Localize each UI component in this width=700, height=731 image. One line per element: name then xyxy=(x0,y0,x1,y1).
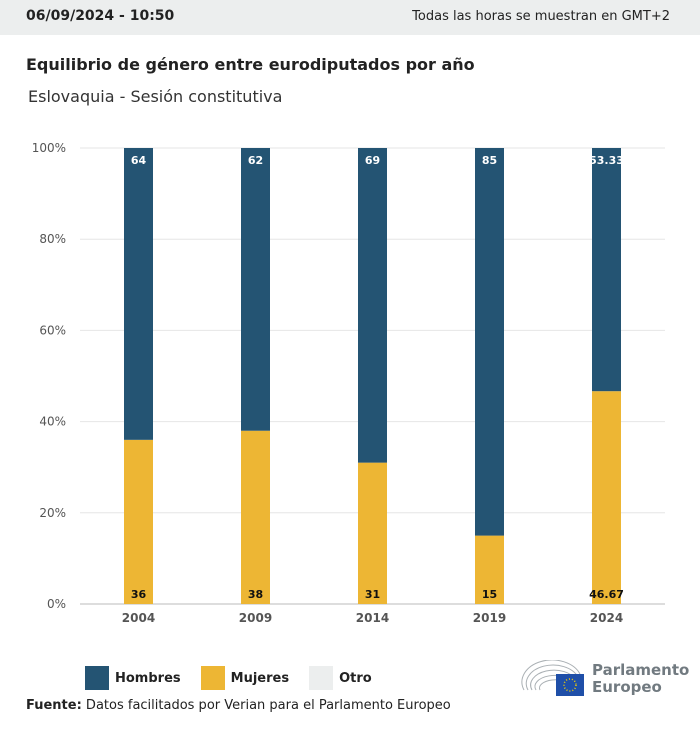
bar-hombres xyxy=(475,148,504,536)
data-label: 69 xyxy=(365,154,380,167)
bar-mujeres xyxy=(475,535,504,604)
data-label: 46.67 xyxy=(589,588,624,601)
source-label: Fuente: xyxy=(26,698,82,713)
bar-mujeres xyxy=(358,462,387,604)
legend-item-hombres[interactable]: Hombres xyxy=(85,666,181,690)
y-tick-label: 80% xyxy=(39,232,66,246)
y-tick-label: 40% xyxy=(39,415,66,429)
logo-line2: Europeo xyxy=(592,678,662,696)
x-tick-label: 2004 xyxy=(122,611,155,625)
bar-mujeres xyxy=(241,430,270,604)
datetime: 06/09/2024 - 10:50 xyxy=(26,8,175,24)
legend-label: Mujeres xyxy=(230,670,290,686)
legend-label: Otro xyxy=(339,670,372,686)
timezone-note: Todas las horas se muestran en GMT+2 xyxy=(412,9,670,24)
legend-swatch xyxy=(85,666,109,690)
top-bar: 06/09/2024 - 10:50 Todas las horas se mu… xyxy=(0,0,700,35)
legend: Hombres Mujeres Otro xyxy=(85,666,392,690)
bar-mujeres xyxy=(124,439,153,604)
legend-item-otro[interactable]: Otro xyxy=(309,666,372,690)
y-tick-label: 100% xyxy=(32,141,66,155)
bar-hombres xyxy=(241,148,270,431)
data-label: 31 xyxy=(365,588,380,601)
data-label: 36 xyxy=(131,588,147,601)
x-tick-label: 2024 xyxy=(590,611,623,625)
hemicycle-eu-flag-icon xyxy=(521,660,584,696)
legend-swatch xyxy=(200,666,225,690)
source-text: Datos facilitados por Verian para el Par… xyxy=(81,698,451,713)
y-tick-label: 20% xyxy=(39,506,66,520)
legend-item-mujeres[interactable]: Mujeres xyxy=(200,666,290,690)
bar-mujeres xyxy=(592,391,621,604)
data-label: 38 xyxy=(248,588,263,601)
bar-hombres xyxy=(358,148,387,463)
data-label: 62 xyxy=(248,154,263,167)
data-label: 53.33 xyxy=(589,154,624,167)
bar-hombres xyxy=(592,148,621,392)
parliament-logo: Parlamento Europeo xyxy=(520,660,689,698)
data-label: 85 xyxy=(482,154,497,167)
logo-line1: Parlamento xyxy=(592,661,690,679)
y-tick-label: 0% xyxy=(47,597,66,611)
y-tick-label: 60% xyxy=(39,323,66,337)
x-tick-label: 2014 xyxy=(356,611,389,625)
legend-label: Hombres xyxy=(115,670,181,686)
chart-subtitle: Eslovaquia - Sesión constitutiva xyxy=(28,87,283,106)
source-note: Fuente: Datos facilitados por Verian par… xyxy=(26,698,451,713)
data-label: 15 xyxy=(482,588,497,601)
x-tick-label: 2019 xyxy=(473,611,506,625)
data-label: 64 xyxy=(131,154,147,167)
chart-title: Equilibrio de género entre eurodiputados… xyxy=(26,55,475,74)
bar-chart: 0% 20% 40% 60% 80% 100% 2004 36 64 2009 38 62 2014 31… xyxy=(32,141,665,625)
bar-hombres xyxy=(124,148,153,440)
x-tick-label: 2009 xyxy=(239,611,272,625)
legend-swatch xyxy=(309,666,334,690)
